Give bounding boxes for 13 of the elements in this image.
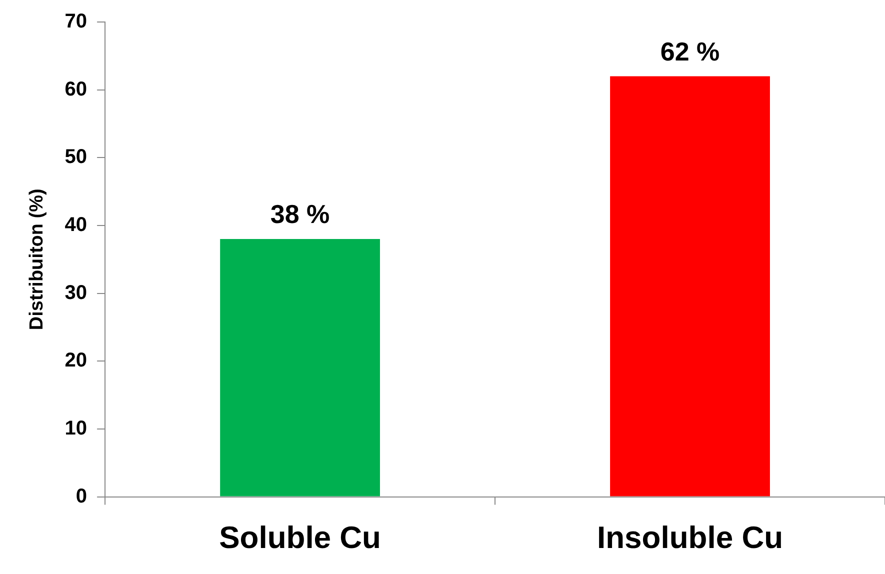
- y-tick-label: 20: [64, 350, 88, 372]
- x-tick-label: Soluble Cu: [219, 520, 381, 555]
- y-tick-label: 0: [76, 485, 88, 508]
- y-tick-label: 10: [64, 417, 88, 440]
- x-tick-label: Insoluble Cu: [597, 520, 784, 555]
- data-label: 38 %: [270, 199, 330, 230]
- y-tick-label: 30: [64, 282, 88, 304]
- y-tick-label: 50: [64, 146, 88, 168]
- y-tick-label: 70: [64, 10, 88, 33]
- y-axis-title: Distribuiton (%): [26, 188, 48, 330]
- y-tick-label: 40: [64, 214, 88, 236]
- y-tick-label: 60: [64, 78, 88, 100]
- data-label: 62 %: [660, 36, 720, 66]
